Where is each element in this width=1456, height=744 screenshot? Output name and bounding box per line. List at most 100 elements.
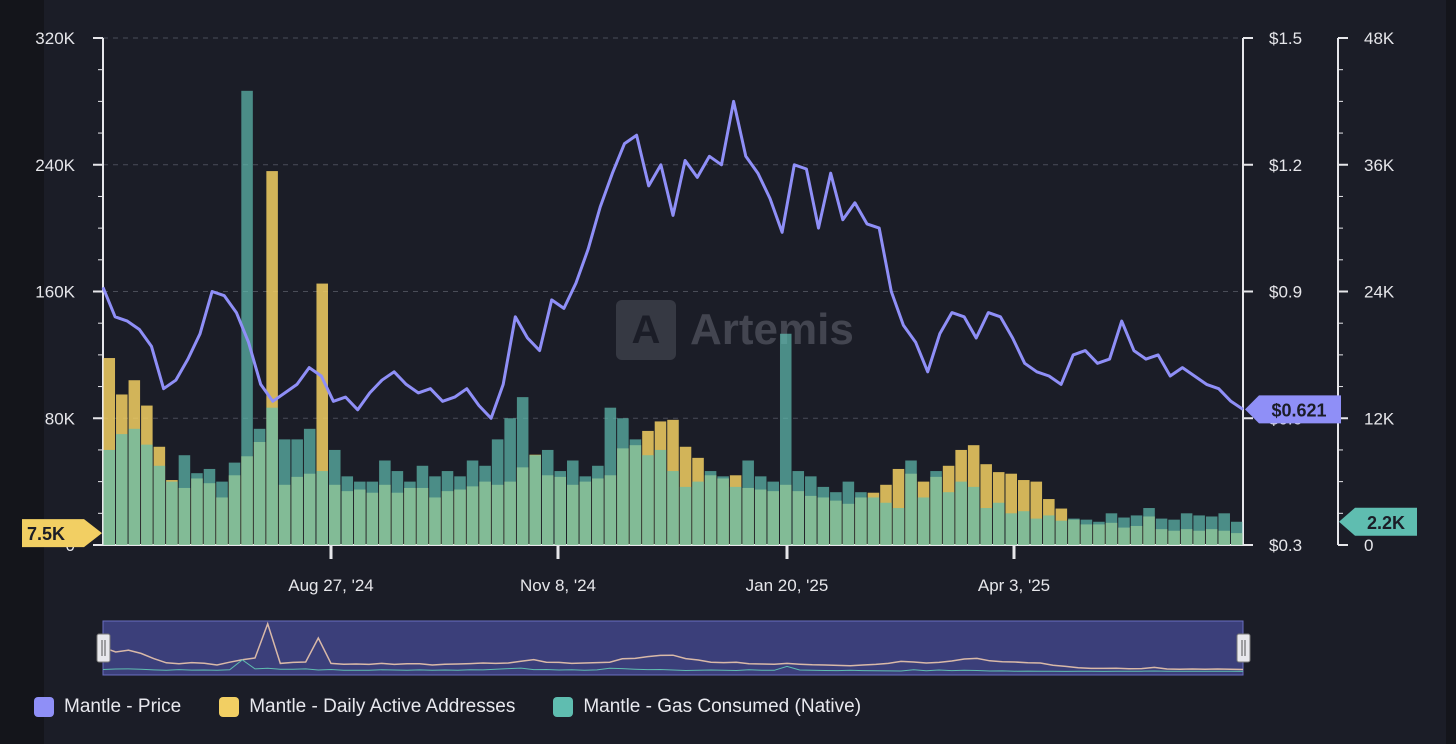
range-navigator (102, 620, 1244, 676)
watermark-text: Artemis (690, 305, 854, 354)
x-tick-label: Aug 27, '24 (288, 576, 373, 595)
gas-bar (892, 508, 905, 545)
legend-item-daa[interactable]: Mantle - Daily Active Addresses (219, 696, 515, 718)
gas-bar (404, 481, 416, 545)
legend-label-gas: Mantle - Gas Consumed (Native) (583, 696, 862, 717)
daa-last-label: 7.5K (27, 524, 65, 544)
gas-bar (1055, 520, 1068, 545)
daa-bar (1030, 481, 1043, 545)
gas-bar (767, 481, 779, 545)
gas-bar (1030, 518, 1043, 545)
price-tick-label: $1.2 (1269, 156, 1302, 175)
left-tick-label: 80K (45, 409, 76, 428)
gas-bar (441, 471, 454, 545)
gas-bar (516, 397, 529, 545)
gas-bar (241, 90, 253, 545)
gas-bar (554, 471, 567, 545)
gas-last-badge (1339, 507, 1417, 536)
gas-bar (1205, 516, 1218, 545)
gas-bar (491, 439, 504, 545)
gas-bar (567, 460, 579, 545)
gas-bar (592, 465, 604, 545)
gas-bar (942, 492, 955, 545)
gas-bar (604, 407, 617, 545)
gas-bar (103, 449, 116, 545)
gas-bar (1080, 519, 1093, 545)
gas-bar (667, 471, 679, 545)
gas-bar (303, 428, 316, 545)
gas-bar (905, 460, 917, 545)
gas-bar (1043, 515, 1055, 545)
gas-bar (579, 476, 592, 545)
gas-bar (1180, 513, 1193, 545)
gas-tick-label: 36K (1364, 156, 1395, 175)
daa-bar (980, 464, 992, 545)
navigator-line-daa (102, 621, 1244, 671)
gas-bar (128, 428, 141, 545)
price-last-badge (1245, 395, 1341, 424)
gas-bar (930, 471, 942, 545)
gas-tick-label: 0 (1364, 536, 1373, 555)
gas-bar (191, 473, 203, 545)
x-tick-label: Jan 20, '25 (746, 576, 829, 595)
legend-item-gas[interactable]: Mantle - Gas Consumed (Native) (553, 696, 861, 718)
daa-bar (266, 171, 278, 545)
gas-bar (704, 471, 717, 545)
gas-bar (153, 465, 166, 545)
gas-bar (529, 455, 541, 545)
left-tick-label: 240K (35, 156, 75, 175)
gas-bar (642, 455, 654, 545)
gas-bar (354, 481, 366, 545)
gas-bar (980, 508, 992, 545)
price-line (101, 99, 1244, 420)
gas-tick-label: 12K (1364, 409, 1395, 428)
legend-item-price[interactable]: Mantle - Price (34, 696, 181, 718)
gas-bar (855, 492, 867, 545)
gas-bar (967, 486, 980, 545)
gas-bar (792, 471, 805, 545)
gas-bar (366, 481, 379, 545)
gas-bar (679, 486, 692, 545)
gas-bar (541, 449, 554, 545)
gas-bar (617, 418, 629, 545)
gas-bar (429, 476, 441, 545)
gas-bar (830, 492, 842, 545)
gas-bar (742, 460, 754, 545)
daa-bar (892, 468, 905, 545)
gas-bar (1018, 511, 1030, 545)
gas-bar (729, 486, 742, 545)
gas-bar (1005, 513, 1018, 545)
gas-bar (817, 486, 830, 545)
gas-bar (717, 476, 729, 545)
legend-swatch-gas (553, 697, 574, 717)
gas-bar (116, 434, 128, 545)
daa-last-badge (22, 519, 102, 548)
gas-bar (291, 439, 303, 545)
gas-bar (1218, 513, 1230, 545)
gas-bar (1193, 515, 1205, 545)
gas-bar (754, 476, 767, 545)
navigator-handle[interactable] (96, 633, 111, 663)
gas-bar (479, 465, 491, 545)
left-tick-label: 160K (35, 283, 75, 302)
left-edge (0, 0, 44, 744)
price-tick-label: $0.9 (1269, 283, 1302, 302)
gas-tick-label: 24K (1364, 283, 1395, 302)
gas-bar (316, 471, 328, 545)
gas-bar (1093, 521, 1105, 545)
left-tick-label: 320K (35, 29, 75, 48)
navigator-handle[interactable] (1236, 633, 1251, 663)
gas-bar (1230, 521, 1243, 545)
gas-bar (391, 471, 404, 545)
gas-bar (917, 497, 930, 545)
gas-bar (955, 481, 967, 545)
gas-bar (379, 460, 391, 545)
gas-bar (880, 502, 892, 545)
gas-bar (504, 418, 516, 545)
gas-bar (654, 449, 667, 545)
x-tick-label: Nov 8, '24 (520, 576, 596, 595)
gas-last-label: 2.2K (1367, 513, 1405, 533)
gas-bar (203, 468, 216, 545)
legend-label-price: Mantle - Price (64, 696, 182, 717)
